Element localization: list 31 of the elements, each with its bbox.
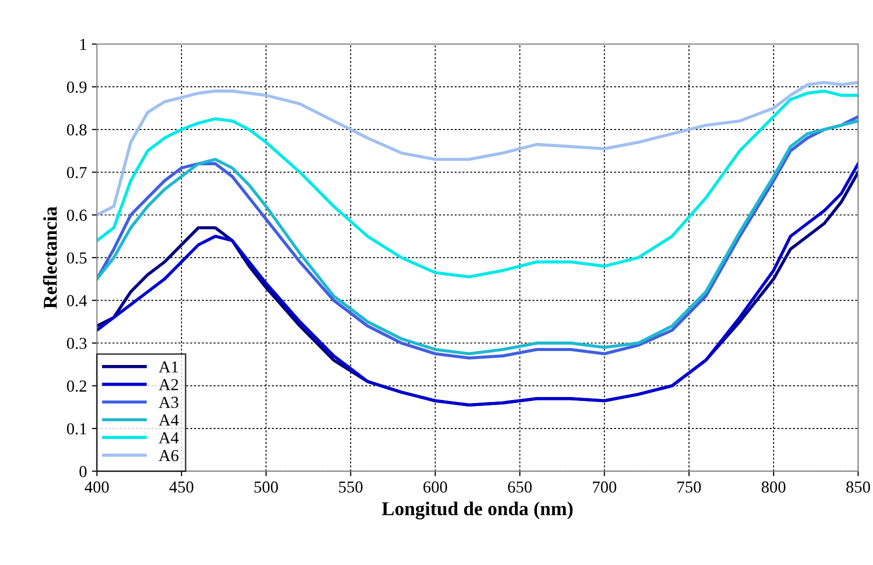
line-series	[96, 90, 858, 278]
x-tick-label: 850	[846, 481, 870, 493]
y-tick-label: 0	[79, 466, 87, 478]
legend-label: A4	[158, 414, 179, 426]
y-tick-label: 0.8	[66, 124, 87, 136]
line-series	[96, 80, 858, 216]
legend-label: A3	[158, 396, 178, 408]
legend-label: A2	[158, 379, 178, 390]
y-tick-label: 0.2	[66, 380, 86, 392]
x-tick-label: 750	[678, 481, 701, 493]
x-tick-label: 400	[84, 481, 109, 493]
x-tick-label: 700	[593, 481, 616, 493]
x-tick-label: 800	[762, 481, 786, 493]
legend-label: A4	[158, 432, 179, 444]
y-tick-label: 0.9	[66, 81, 86, 93]
x-tick-label: 500	[254, 481, 278, 493]
y-tick-label: 0.3	[66, 338, 87, 350]
y-tick-label: 0.7	[66, 166, 87, 178]
y-axis-title: Reflectancia	[42, 206, 57, 309]
y-tick-label: 0.4	[66, 295, 87, 306]
y-tick-label: 0.6	[66, 210, 87, 221]
x-axis-title: Longitud de onda (nm)	[382, 502, 573, 520]
x-tick-label: 450	[169, 481, 194, 493]
y-tick-label: 1	[80, 38, 86, 50]
legend-label: A1	[158, 361, 178, 372]
y-tick-label: 0.5	[66, 252, 87, 264]
x-tick-label: 600	[423, 481, 448, 493]
x-tick-label: 550	[339, 481, 363, 493]
x-tick-label: 650	[508, 481, 532, 493]
legend-label: A6	[158, 450, 178, 462]
y-tick-label: 0.1	[66, 423, 86, 435]
